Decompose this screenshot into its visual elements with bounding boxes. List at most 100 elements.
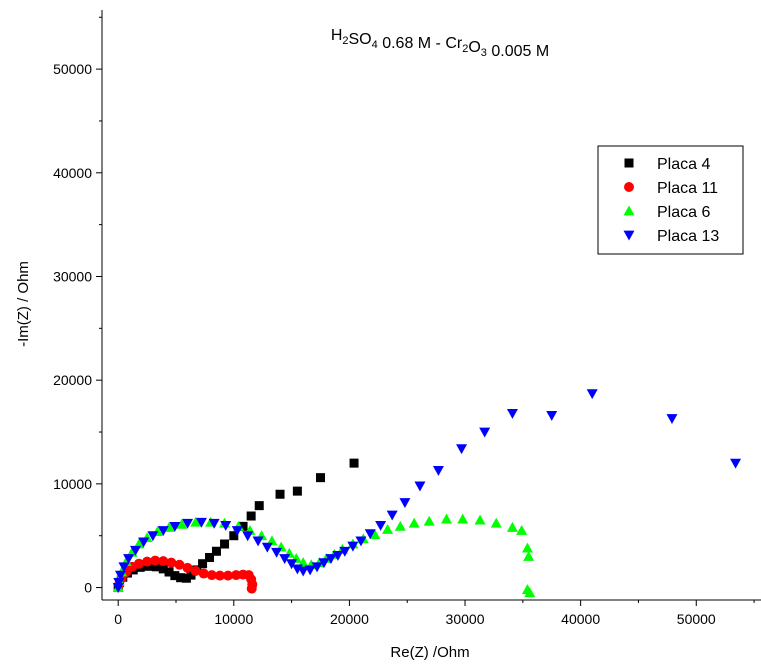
data-point: [231, 526, 243, 537]
data-point: [130, 545, 142, 556]
y-tick-label: 10000: [53, 476, 92, 492]
data-point: [730, 458, 742, 469]
data-point: [275, 489, 285, 499]
x-tick-label: 10000: [214, 611, 253, 627]
data-point: [666, 414, 678, 425]
data-point: [164, 567, 174, 577]
data-point: [206, 570, 217, 581]
legend-label-3: Placa 6: [657, 204, 710, 221]
data-point: [369, 529, 381, 540]
data-point: [174, 559, 185, 570]
data-point: [279, 554, 291, 565]
data-point: [181, 573, 191, 583]
data-point: [220, 520, 232, 531]
data-point: [114, 570, 126, 581]
data-point: [138, 537, 150, 548]
data-point: [118, 562, 130, 573]
data-point: [169, 521, 181, 532]
y-tick-label: 40000: [53, 165, 92, 181]
data-point: [142, 556, 153, 567]
data-point: [546, 411, 558, 421]
data-point: [151, 562, 161, 572]
x-tick-label: 30000: [446, 611, 485, 627]
axes: 0 10000 20000 30000 40000 50000 0 10000 20000 300…: [53, 10, 761, 627]
series-layer: [112, 389, 742, 598]
data-point: [524, 587, 536, 598]
data-point: [394, 520, 406, 531]
data-point: [147, 531, 159, 542]
legend-marker-4: [623, 230, 635, 241]
data-point: [123, 554, 135, 565]
legend-box: [597, 145, 744, 255]
y-tick-label: 0: [84, 580, 92, 596]
data-point: [261, 542, 273, 553]
data-point: [229, 531, 239, 541]
data-point: [456, 444, 468, 455]
data-point: [133, 558, 144, 569]
x-tick-label: 0: [114, 611, 122, 627]
plot-area: [102, 10, 761, 600]
y-axis-title: -Im(Z) / Ohm: [15, 261, 32, 347]
data-point: [242, 531, 254, 542]
data-point: [214, 570, 225, 581]
data-point: [186, 570, 196, 580]
data-point: [479, 427, 491, 438]
data-point: [150, 555, 161, 566]
data-point: [414, 481, 426, 492]
data-point: [205, 552, 215, 562]
data-point: [223, 570, 234, 581]
data-point: [349, 458, 359, 468]
data-point: [252, 536, 264, 547]
x-tick-label: 40000: [561, 611, 600, 627]
data-point: [158, 564, 168, 574]
legend: Placa 4 Placa 11 Placa 6 Placa 13: [597, 145, 744, 255]
data-point: [586, 389, 598, 400]
data-point: [304, 565, 316, 576]
data-point: [316, 473, 326, 483]
data-point: [399, 498, 411, 509]
data-point: [170, 571, 180, 581]
y-tick-label: 20000: [53, 372, 92, 388]
data-point: [347, 541, 359, 552]
x-tick-label: 50000: [677, 611, 716, 627]
legend-marker-2: [624, 182, 634, 192]
data-point: [408, 517, 420, 528]
data-point: [182, 518, 194, 529]
data-point: [375, 520, 387, 531]
data-point: [423, 515, 435, 526]
data-point: [286, 559, 298, 570]
data-point: [490, 517, 502, 528]
data-point: [271, 547, 283, 558]
data-point: [112, 583, 124, 594]
data-point: [157, 526, 169, 537]
data-point: [364, 529, 376, 540]
series-placa-11: [114, 555, 258, 594]
data-point: [190, 516, 202, 527]
data-point: [339, 546, 351, 557]
x-tick-label: 20000: [330, 611, 369, 627]
data-point: [220, 539, 230, 549]
data-point: [474, 514, 486, 525]
legend-label-2: Placa 11: [657, 180, 718, 197]
data-point: [208, 518, 220, 529]
data-point: [506, 521, 518, 532]
data-point: [166, 557, 177, 568]
data-point: [382, 523, 394, 534]
data-point: [158, 556, 169, 567]
chart-title: H2SO4 0.68 M - Cr2O3 0.005 M: [331, 27, 549, 60]
data-point: [182, 562, 193, 573]
data-point: [297, 566, 309, 577]
data-point: [246, 511, 256, 521]
data-point: [516, 525, 528, 535]
data-point: [254, 501, 264, 511]
data-point: [198, 568, 209, 579]
legend-marker-3: [623, 205, 635, 216]
data-point: [311, 562, 323, 573]
data-point: [176, 573, 186, 583]
data-point: [292, 486, 302, 496]
data-point: [190, 565, 201, 576]
legend-label-4: Placa 13: [657, 228, 719, 245]
data-point: [246, 583, 257, 594]
series-placa-13: [112, 389, 742, 594]
